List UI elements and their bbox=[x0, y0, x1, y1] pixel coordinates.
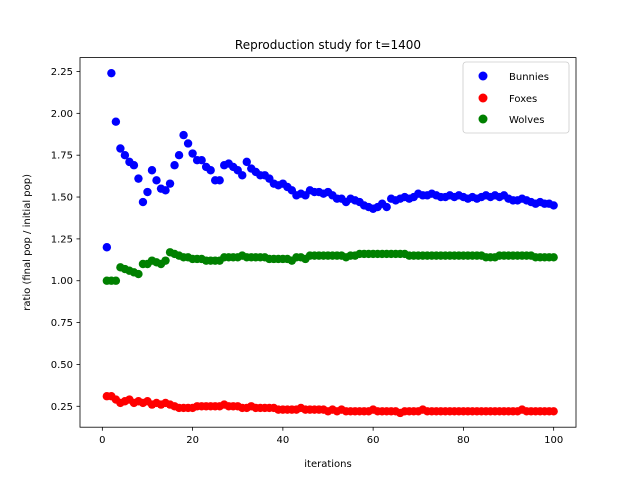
y-tick-label: 1.25 bbox=[51, 234, 73, 245]
x-tick-label: 80 bbox=[457, 435, 470, 446]
data-point-bunnies bbox=[174, 150, 184, 160]
data-points bbox=[102, 68, 558, 418]
data-point-bunnies bbox=[120, 150, 130, 160]
data-point-bunnies bbox=[147, 166, 157, 175]
x-tick-label: 60 bbox=[367, 435, 380, 446]
data-point-bunnies bbox=[183, 139, 193, 148]
data-point-bunnies bbox=[206, 166, 215, 175]
data-point-bunnies bbox=[382, 202, 391, 212]
y-tick-label: 2.00 bbox=[51, 109, 73, 120]
data-point-bunnies bbox=[238, 171, 247, 180]
legend-label-foxes: Foxes bbox=[509, 94, 537, 105]
data-point-wolves bbox=[111, 276, 121, 285]
data-point-wolves bbox=[161, 256, 170, 265]
y-tick-label: 2.25 bbox=[51, 67, 73, 78]
data-point-bunnies bbox=[116, 144, 125, 153]
data-point-wolves bbox=[549, 253, 558, 262]
data-point-wolves bbox=[134, 269, 143, 279]
y-tick-label: 0.75 bbox=[51, 318, 73, 329]
y-tick-label: 1.50 bbox=[51, 193, 73, 204]
x-axis-label: iterations bbox=[304, 459, 351, 470]
x-tick-label: 40 bbox=[277, 435, 290, 446]
y-tick-label: 1.75 bbox=[51, 151, 73, 162]
legend-label-wolves: Wolves bbox=[509, 115, 544, 126]
plot-frame bbox=[79, 57, 577, 428]
y-tick-label: 1.00 bbox=[51, 276, 73, 287]
data-point-bunnies bbox=[161, 186, 170, 195]
legend-marker-wolves bbox=[478, 114, 488, 124]
y-tick-label: 0.50 bbox=[51, 360, 73, 371]
data-point-bunnies bbox=[129, 161, 139, 170]
data-point-bunnies bbox=[143, 187, 152, 197]
data-point-bunnies bbox=[138, 197, 148, 207]
data-point-bunnies bbox=[107, 68, 116, 78]
data-point-foxes bbox=[549, 407, 558, 416]
data-point-bunnies bbox=[215, 176, 224, 185]
data-point-bunnies bbox=[102, 243, 112, 252]
y-tick-label: 0.25 bbox=[51, 402, 73, 413]
data-point-bunnies bbox=[242, 157, 251, 167]
chart-title: Reproduction study for t=1400 bbox=[235, 38, 421, 52]
x-tick-label: 100 bbox=[544, 435, 563, 446]
data-point-bunnies bbox=[188, 149, 197, 158]
data-point-bunnies bbox=[134, 174, 143, 183]
legend: Bunnies Foxes Wolves bbox=[462, 61, 570, 134]
x-tick-label: 20 bbox=[186, 435, 199, 446]
legend-frame bbox=[462, 61, 570, 134]
x-axis-ticks: 0 20 40 60 80 100 bbox=[99, 427, 563, 446]
y-axis-ticks: 0.25 0.50 0.75 1.00 1.25 1.50 1.75 2.00 2.25 bbox=[51, 67, 80, 413]
y-axis-label: ratio (final pop / initial pop) bbox=[22, 174, 33, 311]
x-tick-label: 0 bbox=[99, 435, 105, 446]
legend-marker-bunnies bbox=[478, 71, 488, 81]
data-point-bunnies bbox=[549, 201, 558, 210]
data-point-bunnies bbox=[179, 130, 188, 140]
legend-label-bunnies: Bunnies bbox=[509, 72, 549, 83]
data-point-bunnies bbox=[197, 156, 206, 165]
data-point-bunnies bbox=[111, 117, 121, 126]
legend-marker-foxes bbox=[478, 93, 488, 103]
data-point-bunnies bbox=[165, 179, 175, 188]
data-point-bunnies bbox=[152, 176, 161, 185]
data-point-bunnies bbox=[170, 161, 179, 170]
